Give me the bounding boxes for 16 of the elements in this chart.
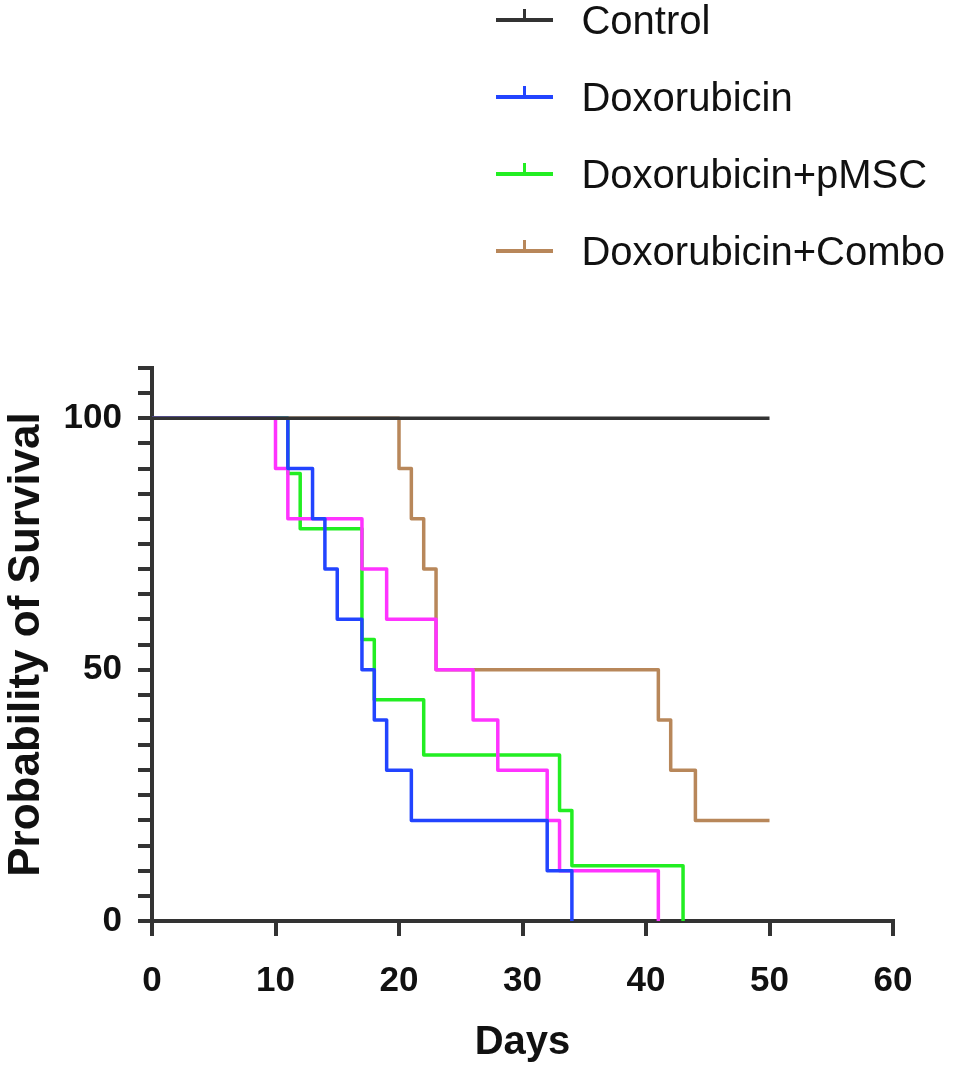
x-tick-label: 20 xyxy=(379,958,419,998)
y-tick-label: 50 xyxy=(83,647,122,687)
x-tick-label: 40 xyxy=(626,958,666,998)
x-tick-label: 30 xyxy=(503,958,542,998)
legend-label: Doxorubicin+pMSC xyxy=(581,151,928,197)
x-tick-label: 50 xyxy=(750,958,789,998)
x-tick-label: 0 xyxy=(142,958,162,998)
legend-label: Control xyxy=(581,0,711,43)
y-tick-label: 100 xyxy=(63,395,122,435)
y-axis-title: Probability of Survival xyxy=(0,412,48,877)
x-tick-label: 10 xyxy=(256,958,295,998)
x-tick-label: 60 xyxy=(873,958,913,998)
legend-label: Doxorubicin xyxy=(581,74,793,120)
legend-label: Doxorubicin+Combo xyxy=(581,228,945,274)
y-tick-label: 0 xyxy=(102,898,122,938)
x-axis-title: Days xyxy=(474,1018,571,1063)
